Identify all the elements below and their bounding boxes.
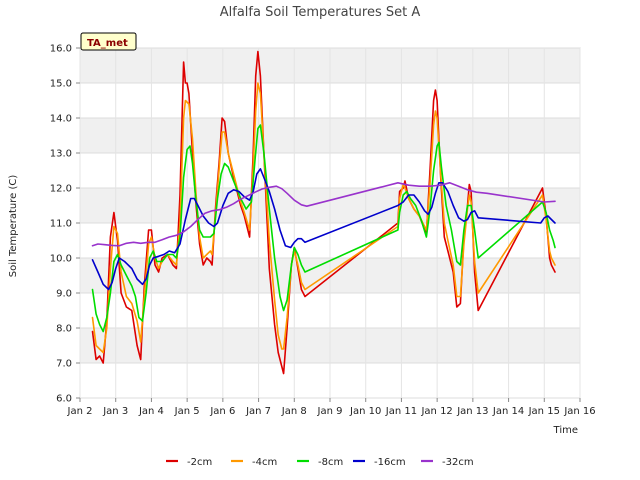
series-line-8cm bbox=[91, 124, 556, 333]
legend-label-32cm: -32cm bbox=[442, 457, 474, 468]
series-line-16cm bbox=[91, 168, 556, 291]
x-tick-label: Jan 7 bbox=[245, 406, 271, 417]
site-badge-box bbox=[80, 32, 137, 51]
x-axis-label: Time bbox=[553, 425, 578, 436]
legend-label-16cm: -16cm bbox=[374, 457, 406, 468]
x-tick-label: Jan 2 bbox=[67, 406, 93, 417]
x-tick-label: Jan 11 bbox=[385, 406, 417, 417]
x-tick-label: Jan 3 bbox=[102, 406, 128, 417]
legend-label-4cm: -4cm bbox=[252, 457, 277, 468]
site-badge-label: TA_met bbox=[87, 38, 128, 49]
series-line-2cm bbox=[91, 50, 556, 375]
series-line-32cm bbox=[91, 182, 556, 247]
y-tick-label: 11.0 bbox=[50, 219, 72, 230]
x-tick-label: Jan 14 bbox=[492, 406, 524, 417]
site-badge: TA_met bbox=[80, 32, 137, 51]
x-tick-label: Jan 16 bbox=[563, 406, 595, 417]
x-tick-label: Jan 12 bbox=[420, 406, 452, 417]
y-axis-ticks: 6.0 7.0 8.0 9.0 10.0 11.0 12.0 13.0 14.0 15.0 16.0 bbox=[50, 44, 80, 405]
x-tick-label: Jan 15 bbox=[528, 406, 560, 417]
y-tick-label: 13.0 bbox=[50, 149, 72, 160]
y-tick-label: 16.0 bbox=[50, 44, 72, 55]
x-tick-label: Jan 6 bbox=[209, 406, 235, 417]
x-tick-label: Jan 13 bbox=[456, 406, 488, 417]
series-lines bbox=[91, 50, 556, 375]
x-tick-label: Jan 8 bbox=[281, 406, 307, 417]
y-tick-label: 15.0 bbox=[50, 79, 72, 90]
x-tick-label: Jan 9 bbox=[317, 406, 343, 417]
y-tick-label: 7.0 bbox=[56, 359, 72, 370]
legend-label-8cm: -8cm bbox=[318, 457, 343, 468]
x-tick-label: Jan 10 bbox=[349, 406, 381, 417]
legend-label-2cm: -2cm bbox=[187, 457, 212, 468]
x-tick-label: Jan 4 bbox=[138, 406, 164, 417]
y-axis-label: Soil Temperature (C) bbox=[8, 175, 19, 278]
x-axis-ticks: Jan 2 Jan 3 Jan 4 Jan 5 Jan 6 Jan 7 Jan 8 Jan 9… bbox=[67, 398, 596, 417]
chart-title: Alfalfa Soil Temperatures Set A bbox=[220, 5, 421, 20]
y-tick-label: 9.0 bbox=[56, 289, 72, 300]
y-tick-label: 14.0 bbox=[50, 114, 72, 125]
y-tick-label: 10.0 bbox=[50, 254, 72, 265]
y-tick-label: 8.0 bbox=[56, 324, 72, 335]
y-tick-label: 6.0 bbox=[56, 394, 72, 405]
y-tick-label: 12.0 bbox=[50, 184, 72, 195]
x-tick-label: Jan 5 bbox=[174, 406, 200, 417]
legend: -2cm -4cm -8cm -16cm -32cm bbox=[166, 457, 474, 468]
